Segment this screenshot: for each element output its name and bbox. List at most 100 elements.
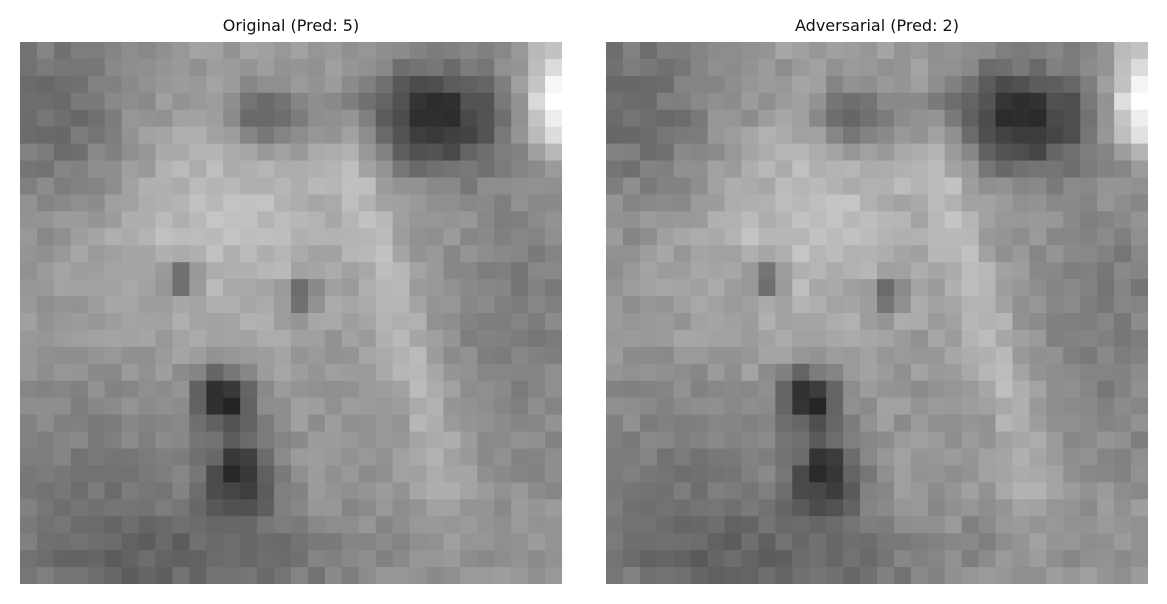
- pixel: [606, 109, 624, 128]
- pixel: [257, 567, 275, 584]
- pixel: [87, 194, 106, 212]
- pixel: [20, 431, 38, 449]
- pixel: [206, 211, 224, 229]
- pixel: [87, 92, 106, 111]
- pixel: [341, 160, 360, 178]
- pixel: [1046, 75, 1064, 94]
- pixel: [409, 346, 427, 365]
- pixel: [494, 567, 512, 584]
- pixel: [87, 516, 106, 534]
- pixel: [622, 329, 641, 348]
- pixel: [792, 482, 810, 500]
- pixel: [494, 58, 512, 77]
- pixel: [341, 380, 360, 399]
- pixel: [274, 397, 292, 415]
- pixel: [87, 245, 106, 263]
- pixel: [1012, 58, 1030, 77]
- pixel: [758, 160, 776, 178]
- pixel: [724, 465, 742, 483]
- pixel: [172, 431, 190, 449]
- pixel: [1114, 465, 1132, 483]
- pixel: [758, 211, 776, 229]
- pixel: [809, 550, 827, 568]
- pixel: [511, 346, 529, 365]
- pixel: [477, 126, 495, 144]
- pixel: [87, 75, 106, 94]
- pixel: [121, 75, 139, 94]
- pixel: [460, 245, 478, 263]
- pixel: [792, 346, 810, 365]
- pixel: [53, 160, 72, 178]
- pixel: [257, 346, 275, 365]
- pixel: [1046, 465, 1064, 483]
- pixel: [1131, 499, 1148, 517]
- pixel: [809, 194, 827, 212]
- pixel: [707, 262, 725, 280]
- pixel: [995, 211, 1013, 229]
- pixel: [70, 279, 89, 297]
- pixel: [511, 126, 529, 144]
- pixel: [392, 499, 410, 517]
- pixel: [443, 516, 461, 534]
- pixel: [104, 482, 122, 500]
- pixel: [910, 75, 929, 94]
- pixel: [274, 262, 292, 280]
- pixel: [87, 431, 106, 449]
- pixel: [622, 279, 641, 297]
- pixel: [36, 533, 55, 551]
- pixel: [656, 228, 675, 246]
- pixel: [341, 397, 360, 415]
- pixel: [443, 533, 461, 551]
- pixel: [172, 499, 190, 517]
- pixel: [944, 516, 963, 534]
- pixel: [138, 296, 156, 314]
- pixel: [392, 465, 410, 483]
- pixel: [36, 313, 55, 331]
- pixel: [910, 550, 929, 568]
- pixel: [690, 431, 708, 449]
- pixel: [978, 567, 996, 584]
- pixel: [995, 245, 1013, 263]
- pixel: [809, 380, 827, 399]
- pixel: [291, 211, 309, 229]
- pixel: [53, 465, 72, 483]
- pixel: [121, 346, 139, 365]
- pixel: [443, 211, 461, 229]
- pixel: [724, 397, 742, 415]
- pixel: [1097, 516, 1115, 534]
- pixel: [257, 109, 275, 128]
- pixel: [528, 42, 546, 60]
- pixel: [622, 363, 641, 382]
- pixel: [172, 177, 190, 195]
- pixel: [20, 92, 38, 111]
- pixel: [741, 567, 759, 584]
- pixel: [53, 533, 72, 551]
- pixel: [775, 414, 793, 432]
- pixel: [324, 567, 343, 584]
- adversarial-panel: Adversarial (Pred: 2): [606, 0, 1148, 604]
- pixel: [36, 42, 55, 60]
- pixel: [324, 380, 343, 399]
- pixel: [545, 533, 562, 551]
- pixel: [877, 329, 895, 348]
- pixel: [622, 346, 641, 365]
- pixel: [741, 346, 759, 365]
- pixel: [724, 58, 742, 77]
- pixel: [138, 75, 156, 94]
- pixel: [622, 550, 641, 568]
- pixel: [443, 482, 461, 500]
- pixel: [944, 177, 963, 195]
- pixel: [70, 262, 89, 280]
- pixel: [927, 329, 946, 348]
- pixel: [775, 92, 793, 111]
- pixel: [1131, 329, 1148, 348]
- pixel: [443, 550, 461, 568]
- pixel: [877, 482, 895, 500]
- pixel: [724, 143, 742, 161]
- pixel: [741, 431, 759, 449]
- pixel: [121, 516, 139, 534]
- pixel: [995, 160, 1013, 178]
- pixel: [690, 465, 708, 483]
- pixel: [707, 414, 725, 432]
- pixel: [893, 194, 912, 212]
